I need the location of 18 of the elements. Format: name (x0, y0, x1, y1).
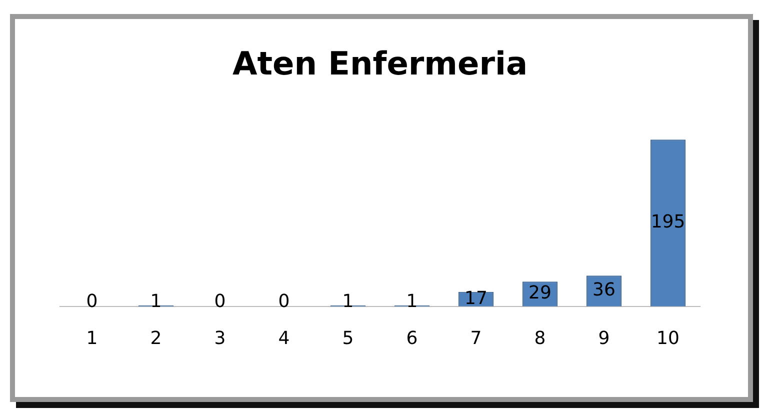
x-tick-label: 1 (86, 328, 98, 349)
data-label: 195 (650, 212, 686, 233)
data-label: 29 (528, 282, 552, 304)
x-tick-label: 8 (534, 328, 546, 349)
x-tick-label: 5 (342, 328, 354, 349)
chart-title: Aten Enfermeria (232, 44, 528, 83)
x-tick-label: 3 (214, 328, 226, 349)
x-tick-label: 9 (598, 328, 610, 349)
data-label: 0 (278, 291, 290, 312)
x-tick-label: 10 (656, 328, 680, 349)
data-label: 17 (464, 288, 488, 309)
x-tick-label: 7 (470, 328, 482, 349)
x-tick-label: 4 (278, 328, 290, 349)
x-tick-label: 6 (406, 328, 418, 349)
x-tick-label: 2 (150, 328, 162, 349)
data-label: 0 (86, 291, 98, 312)
data-label: 36 (592, 280, 616, 301)
data-label: 0 (214, 291, 226, 312)
